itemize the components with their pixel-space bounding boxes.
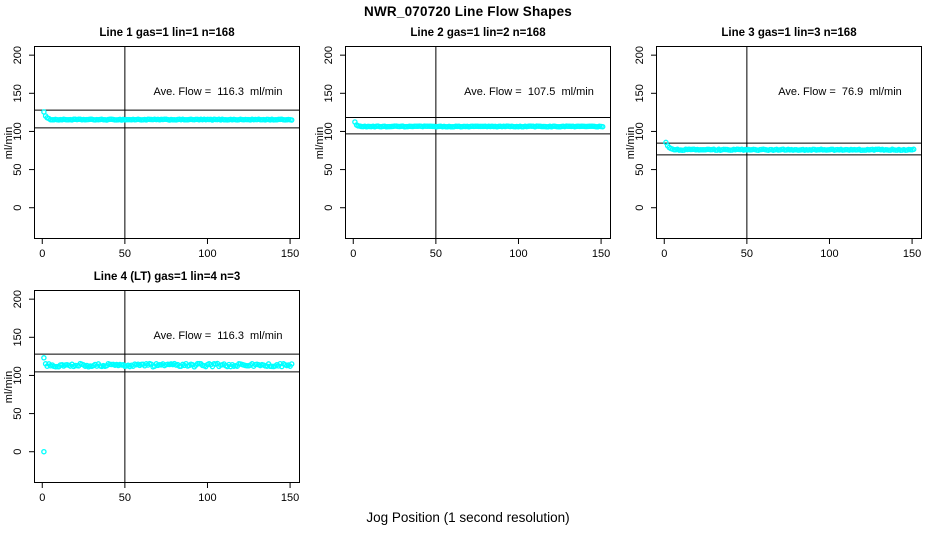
svg-text:0: 0 <box>323 205 335 211</box>
svg-text:50: 50 <box>12 163 24 175</box>
svg-text:200: 200 <box>323 46 335 64</box>
svg-text:150: 150 <box>281 248 299 260</box>
svg-text:100: 100 <box>634 122 646 140</box>
svg-text:50: 50 <box>119 492 131 504</box>
plot-area-line1: 0 50 100 150 0 50 100 150 200 <box>12 46 300 260</box>
panel-title-line1: Line 1 gas=1 lin=1 n=168 <box>99 27 235 39</box>
svg-text:100: 100 <box>509 248 527 260</box>
panel-title-line2: Line 2 gas=1 lin=2 n=168 <box>410 27 546 39</box>
svg-text:100: 100 <box>198 492 216 504</box>
svg-text:100: 100 <box>12 366 24 384</box>
svg-text:0: 0 <box>350 248 356 260</box>
svg-text:150: 150 <box>12 328 24 346</box>
svg-text:50: 50 <box>741 248 753 260</box>
svg-text:0: 0 <box>634 205 646 211</box>
plot-area-line2: 0 50 100 150 0 50 100 150 200 <box>323 46 611 260</box>
svg-text:0: 0 <box>39 248 45 260</box>
svg-text:200: 200 <box>12 46 24 64</box>
plot-area-line3: 0 50 100 150 0 50 100 150 200 <box>634 46 922 260</box>
svg-text:100: 100 <box>323 122 335 140</box>
svg-text:0: 0 <box>39 492 45 504</box>
svg-text:150: 150 <box>592 248 610 260</box>
svg-text:0: 0 <box>12 205 24 211</box>
svg-text:150: 150 <box>634 84 646 102</box>
ave-flow-label-line1: Ave. Flow = 116.3 ml/min <box>153 86 283 98</box>
svg-text:100: 100 <box>198 248 216 260</box>
panel-title-line4: Line 4 (LT) gas=1 lin=4 n=3 <box>93 271 241 283</box>
ave-flow-label-line4: Ave. Flow = 116.3 ml/min <box>153 330 283 342</box>
panel-title-line3: Line 3 gas=1 lin=3 n=168 <box>721 27 857 39</box>
svg-text:200: 200 <box>12 290 24 308</box>
main-title: NWR_070720 Line Flow Shapes <box>364 4 572 19</box>
svg-text:150: 150 <box>12 84 24 102</box>
plot-area-line4: 0 50 100 150 0 50 100 150 200 <box>12 290 300 504</box>
svg-text:50: 50 <box>634 163 646 175</box>
svg-text:100: 100 <box>820 248 838 260</box>
x-axis-label: Jog Position (1 second resolution) <box>366 510 570 525</box>
svg-text:0: 0 <box>661 248 667 260</box>
svg-text:50: 50 <box>12 407 24 419</box>
svg-text:0: 0 <box>12 449 24 455</box>
svg-text:200: 200 <box>634 46 646 64</box>
svg-text:150: 150 <box>281 492 299 504</box>
svg-text:150: 150 <box>903 248 921 260</box>
svg-text:50: 50 <box>430 248 442 260</box>
svg-text:50: 50 <box>119 248 131 260</box>
svg-text:100: 100 <box>12 122 24 140</box>
ave-flow-label-line2: Ave. Flow = 107.5 ml/min <box>464 86 594 98</box>
ave-flow-label-line3: Ave. Flow = 76.9 ml/min <box>778 86 902 98</box>
svg-text:50: 50 <box>323 163 335 175</box>
svg-text:150: 150 <box>323 84 335 102</box>
